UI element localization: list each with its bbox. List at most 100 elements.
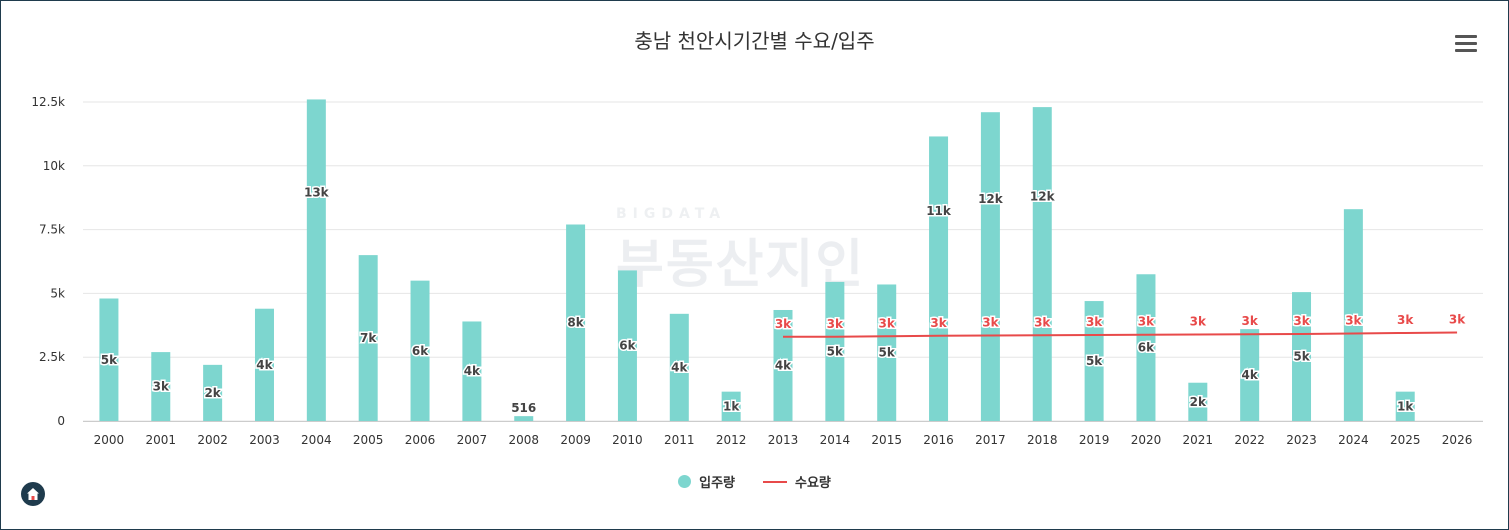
bar-data-label: 4k xyxy=(1241,368,1258,382)
line-data-label: 3k xyxy=(1190,314,1207,328)
line-data-label: 3k xyxy=(982,316,999,330)
line-data-label: 3k xyxy=(1138,315,1155,329)
bar-data-label: 4k xyxy=(775,358,792,372)
bar-supply xyxy=(1084,301,1104,421)
legend-supply-label: 입주량 xyxy=(699,476,735,491)
bar-data-label: 6k xyxy=(1138,341,1155,355)
x-tick-label: 2006 xyxy=(405,433,436,447)
line-data-label: 3k xyxy=(775,317,792,331)
bar-supply xyxy=(99,298,119,421)
x-tick-label: 2012 xyxy=(716,433,747,447)
line-data-label: 3k xyxy=(879,316,896,330)
bar-supply xyxy=(1292,292,1312,421)
bar-supply xyxy=(1032,107,1052,421)
bar-data-label: 12k xyxy=(1030,189,1056,203)
line-demand xyxy=(783,331,1458,338)
line-data-label: 3k xyxy=(827,317,844,331)
bar-data-label: 12k xyxy=(978,192,1004,206)
x-tick-label: 2024 xyxy=(1338,433,1369,447)
bar-supply xyxy=(462,321,482,421)
bar-data-label: 4k xyxy=(256,358,273,372)
chart-title: 충남 천안시기간별 수요/입주 xyxy=(634,29,875,53)
bar-data-label: 1k xyxy=(1397,399,1414,413)
bar-supply xyxy=(254,308,274,421)
x-tick-label: 2021 xyxy=(1183,433,1214,447)
bar-data-label: 4k xyxy=(671,360,688,374)
bar-supply xyxy=(980,112,1000,421)
bar-supply xyxy=(358,255,378,421)
x-tick-label: 2026 xyxy=(1442,433,1473,447)
line-data-label: 3k xyxy=(1241,314,1258,328)
x-tick-label: 2015 xyxy=(871,433,902,447)
bar-data-label: 6k xyxy=(412,344,429,358)
bar-data-label: 2k xyxy=(204,386,221,400)
x-tick-label: 2014 xyxy=(820,433,851,447)
bar-data-label: 1k xyxy=(723,399,740,413)
x-tick-label: 2007 xyxy=(457,433,488,447)
x-tick-label: 2005 xyxy=(353,433,384,447)
bar-supply xyxy=(877,284,897,421)
bar-data-label: 3k xyxy=(153,380,170,394)
x-tick-label: 2016 xyxy=(923,433,954,447)
legend: 입주량 수요량 xyxy=(1,472,1508,491)
y-tick-label: 10k xyxy=(43,159,65,173)
bar-supply xyxy=(1240,329,1260,421)
bar-data-label: 516 xyxy=(511,401,536,415)
x-tick-label: 2002 xyxy=(197,433,228,447)
bar-supply xyxy=(203,364,223,421)
menu-hamburger-icon[interactable] xyxy=(1455,35,1479,55)
bar-supply xyxy=(1395,391,1415,421)
bar-supply xyxy=(1188,382,1208,421)
bar-supply xyxy=(1343,209,1363,421)
x-tick-label: 2013 xyxy=(768,433,799,447)
line-data-label: 3k xyxy=(930,316,947,330)
bar-supply xyxy=(151,352,171,421)
bar-data-label: 5k xyxy=(1293,350,1310,364)
line-data-label: 3k xyxy=(1345,313,1362,327)
home-glyph-icon xyxy=(27,488,39,500)
bar-supply xyxy=(669,313,689,421)
x-tick-label: 2008 xyxy=(508,433,539,447)
bar-supply xyxy=(410,280,430,421)
bar-data-label: 5k xyxy=(1086,354,1103,368)
y-tick-label: 7.5k xyxy=(39,223,65,237)
line-data-label: 3k xyxy=(1086,315,1103,329)
y-tick-label: 2.5k xyxy=(39,350,65,364)
bar-data-label: 7k xyxy=(360,331,377,345)
legend-item-supply[interactable]: 입주량 xyxy=(678,472,735,491)
y-tick-label: 5k xyxy=(50,286,65,300)
bar-supply xyxy=(617,270,637,421)
x-tick-label: 2011 xyxy=(664,433,695,447)
bar-data-label: 2k xyxy=(1190,395,1207,409)
bar-supply xyxy=(929,136,949,421)
x-tick-label: 2019 xyxy=(1079,433,1110,447)
bar-supply xyxy=(1136,274,1156,421)
x-tick-label: 2017 xyxy=(975,433,1006,447)
x-tick-label: 2022 xyxy=(1234,433,1265,447)
line-data-label: 3k xyxy=(1397,313,1414,327)
x-tick-label: 2000 xyxy=(94,433,125,447)
bar-data-label: 5k xyxy=(879,346,896,360)
x-tick-label: 2003 xyxy=(249,433,280,447)
x-tick-label: 2018 xyxy=(1027,433,1058,447)
x-tick-label: 2023 xyxy=(1286,433,1317,447)
bar-supply xyxy=(514,416,534,421)
bar-data-label: 5k xyxy=(827,344,844,358)
bar-data-label: 11k xyxy=(926,204,952,218)
legend-supply-marker xyxy=(678,475,692,488)
bar-supply xyxy=(566,224,586,421)
bar-supply xyxy=(306,99,326,421)
home-icon[interactable] xyxy=(21,482,45,506)
legend-item-demand[interactable]: 수요량 xyxy=(763,472,831,491)
legend-demand-label: 수요량 xyxy=(795,476,831,491)
x-tick-label: 2004 xyxy=(301,433,332,447)
x-tick-label: 2025 xyxy=(1390,433,1421,447)
line-data-label: 3k xyxy=(1293,314,1310,328)
bar-data-label: 8k xyxy=(567,316,584,330)
x-tick-label: 2010 xyxy=(612,433,643,447)
legend-demand-marker xyxy=(763,480,787,483)
bar-supply xyxy=(721,391,741,421)
x-tick-label: 2009 xyxy=(560,433,591,447)
